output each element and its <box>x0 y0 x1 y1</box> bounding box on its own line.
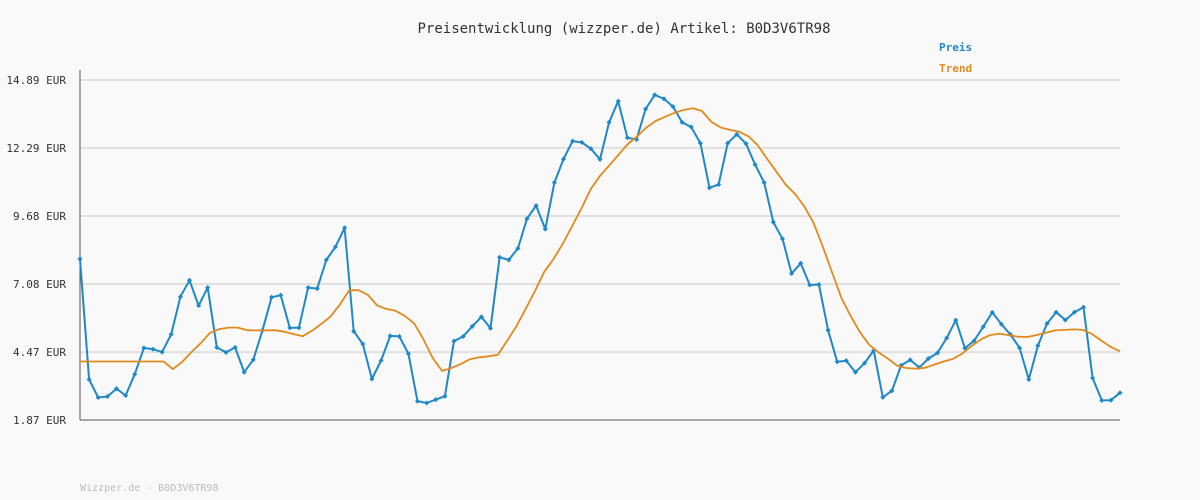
y-tick-label: 4.47 EUR <box>13 346 66 359</box>
data-point-preis <box>150 346 156 352</box>
data-point-preis <box>414 398 421 404</box>
legend-label-trend: Trend <box>939 62 972 75</box>
data-point-preis <box>77 256 83 262</box>
series-line-trend <box>80 107 1121 372</box>
grid-lines <box>80 79 1120 354</box>
series-layer <box>77 92 1123 406</box>
data-point-preis <box>880 394 886 400</box>
y-tick-label: 1.87 EUR <box>13 414 66 427</box>
data-point-preis <box>95 394 101 401</box>
data-point-preis <box>351 328 357 334</box>
y-tick-label: 12.29 EUR <box>6 142 66 155</box>
data-point-preis <box>232 344 238 350</box>
data-point-preis <box>396 333 402 339</box>
data-point-preis <box>506 257 512 263</box>
data-point-preis <box>269 294 275 300</box>
data-point-preis <box>250 357 256 363</box>
data-point-preis <box>186 277 193 283</box>
data-point-preis <box>278 292 284 298</box>
y-tick-label: 14.89 EUR <box>6 74 66 87</box>
data-point-preis <box>907 357 913 363</box>
data-point-preis <box>1117 390 1123 396</box>
data-point-preis <box>296 325 302 331</box>
data-point-preis <box>478 314 484 320</box>
data-point-preis <box>579 139 585 145</box>
data-point-preis <box>451 338 457 344</box>
data-point-preis <box>1099 397 1105 403</box>
data-point-preis <box>706 185 713 191</box>
data-point-preis <box>442 393 448 399</box>
data-point-preis <box>798 260 804 266</box>
data-point-preis <box>852 369 858 375</box>
data-point-preis <box>697 140 703 146</box>
data-point-preis <box>141 345 147 351</box>
data-point-preis <box>287 325 293 331</box>
data-point-preis <box>624 135 630 141</box>
data-point-preis <box>542 226 548 232</box>
data-point-preis <box>469 323 475 329</box>
data-point-preis <box>1053 309 1059 315</box>
y-axis-ticks: 14.89 EUR 12.29 EUR 9.68 EUR 7.08 EUR 4.47 E… <box>6 74 66 427</box>
data-point-preis <box>241 369 247 375</box>
data-point-preis <box>716 181 722 188</box>
data-point-preis <box>113 386 120 392</box>
data-point-preis <box>816 281 822 288</box>
data-point-preis <box>588 146 594 152</box>
data-point-preis <box>132 371 138 377</box>
y-tick-label: 7.08 EUR <box>13 278 66 291</box>
data-point-preis <box>378 357 384 364</box>
data-point-preis <box>123 392 129 399</box>
data-point-preis <box>834 359 840 365</box>
data-point-preis <box>387 333 393 339</box>
data-point-preis <box>223 349 229 355</box>
data-point-preis <box>807 282 813 288</box>
data-point-preis <box>789 270 795 277</box>
data-point-preis <box>944 335 950 341</box>
data-point-preis <box>314 286 320 292</box>
series-line-preis <box>79 93 1121 404</box>
data-point-preis <box>205 285 211 291</box>
data-point-preis <box>551 180 557 186</box>
data-point-preis <box>971 338 977 344</box>
data-point-preis <box>405 351 411 357</box>
data-point-preis <box>597 156 603 162</box>
data-point-preis <box>159 349 165 355</box>
data-point-preis <box>196 303 202 309</box>
data-point-preis <box>934 350 941 356</box>
data-point-preis <box>369 376 375 382</box>
data-point-preis <box>998 321 1004 327</box>
data-point-preis <box>424 400 430 406</box>
data-point-preis <box>925 356 931 362</box>
data-point-preis <box>980 324 986 330</box>
y-tick-label: 9.68 EUR <box>13 210 66 223</box>
data-point-preis <box>214 344 220 350</box>
data-point-preis <box>86 376 92 383</box>
data-point-preis <box>825 327 831 333</box>
data-point-preis <box>360 341 366 347</box>
data-point-preis <box>1062 317 1068 323</box>
data-point-preis <box>1026 376 1032 383</box>
data-point-preis <box>305 285 311 291</box>
data-point-preis <box>487 325 494 331</box>
data-point-preis <box>1017 345 1023 351</box>
data-point-preis <box>433 397 439 403</box>
data-point-preis <box>168 331 174 337</box>
legend-label-preis: Preis <box>939 41 972 54</box>
data-point-preis <box>1090 375 1096 381</box>
data-point-preis <box>323 257 329 263</box>
chart-title: Preisentwicklung (wizzper.de) Artikel: B… <box>417 21 830 37</box>
footer-text: Wizzper.de - B0D3V6TR98 <box>80 483 218 494</box>
data-point-preis <box>497 254 503 260</box>
data-point-preis <box>460 333 466 339</box>
data-point-preis <box>177 294 183 300</box>
data-point-preis <box>989 309 995 315</box>
